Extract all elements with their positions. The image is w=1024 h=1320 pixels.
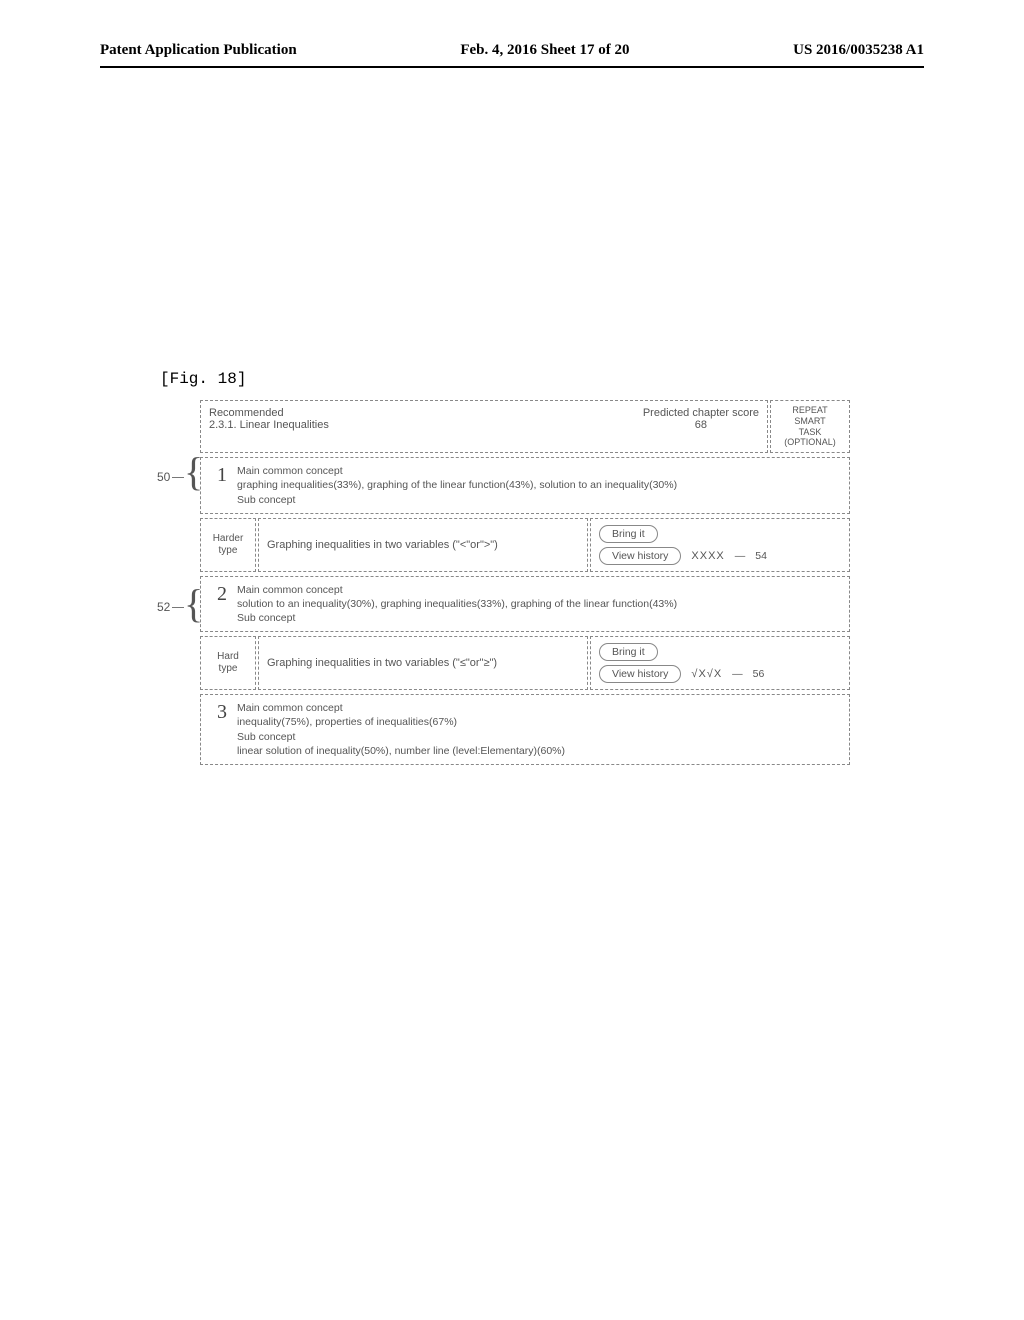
callout-50: 50	[157, 470, 170, 484]
detail-actions: Bring it View history XXXX — 54	[590, 518, 850, 572]
detail-row-2: Hard type Graphing inequalities in two v…	[200, 636, 850, 690]
detail-actions: Bring it View history √X√X — 56	[590, 636, 850, 690]
history-marks: √X√X	[691, 668, 722, 680]
main-concept-label: Main common concept	[237, 583, 843, 597]
figure-18: Recommended 2.3.1. Linear Inequalities P…	[200, 400, 850, 769]
lead-50	[172, 477, 184, 478]
header-left: Patent Application Publication	[100, 42, 297, 59]
sub-concept-text: linear solution of inequality(50%), numb…	[237, 744, 843, 758]
main-concept-text: graphing inequalities(33%), graphing of …	[237, 478, 843, 492]
repeat-smart-task-button[interactable]: REPEAT SMART TASK (OPTIONAL)	[770, 400, 850, 453]
recommended-box: Recommended 2.3.1. Linear Inequalities P…	[200, 400, 768, 453]
concept-number: 3	[207, 701, 237, 724]
lead-52	[172, 607, 184, 608]
main-concept-text: inequality(75%), properties of inequalit…	[237, 715, 843, 729]
predicted-label: Predicted chapter score	[643, 407, 759, 419]
sub-concept-label: Sub concept	[237, 611, 843, 625]
sub-concept-label: Sub concept	[237, 730, 843, 744]
history-marks: XXXX	[691, 550, 724, 562]
detail-row-1: Harder type Graphing inequalities in two…	[200, 518, 850, 572]
bring-it-button[interactable]: Bring it	[599, 525, 658, 543]
recommended-sub: 2.3.1. Linear Inequalities	[209, 419, 329, 431]
history-ref-lead: —	[732, 668, 743, 680]
history-ref: 56	[753, 668, 765, 680]
view-history-button[interactable]: View history	[599, 665, 681, 683]
main-concept-label: Main common concept	[237, 701, 843, 715]
figure-label: [Fig. 18]	[160, 370, 246, 388]
header-rule	[100, 66, 924, 68]
concept-number: 2	[207, 583, 237, 606]
main-concept-text: solution to an inequality(30%), graphing…	[237, 597, 843, 611]
header-row: Recommended 2.3.1. Linear Inequalities P…	[200, 400, 850, 453]
concept-block-2: 2 Main common concept solution to an ine…	[200, 576, 850, 633]
history-ref-lead: —	[735, 550, 746, 562]
header-right: US 2016/0035238 A1	[793, 42, 924, 59]
detail-title: Graphing inequalities in two variables (…	[258, 518, 588, 572]
header-center: Feb. 4, 2016 Sheet 17 of 20	[460, 42, 629, 59]
recommended-label: Recommended	[209, 407, 329, 419]
concept-block-3: 3 Main common concept inequality(75%), p…	[200, 694, 850, 765]
detail-title: Graphing inequalities in two variables (…	[258, 636, 588, 690]
type-label: Hard type	[200, 636, 256, 690]
sub-concept-label: Sub concept	[237, 493, 843, 507]
predicted-value: 68	[643, 419, 759, 431]
page-header: Patent Application Publication Feb. 4, 2…	[100, 42, 924, 59]
type-label: Harder type	[200, 518, 256, 572]
concept-number: 1	[207, 464, 237, 487]
bring-it-button[interactable]: Bring it	[599, 643, 658, 661]
concept-block-1: 1 Main common concept graphing inequalit…	[200, 457, 850, 514]
callout-52: 52	[157, 600, 170, 614]
main-concept-label: Main common concept	[237, 464, 843, 478]
view-history-button[interactable]: View history	[599, 547, 681, 565]
history-ref: 54	[755, 550, 767, 562]
